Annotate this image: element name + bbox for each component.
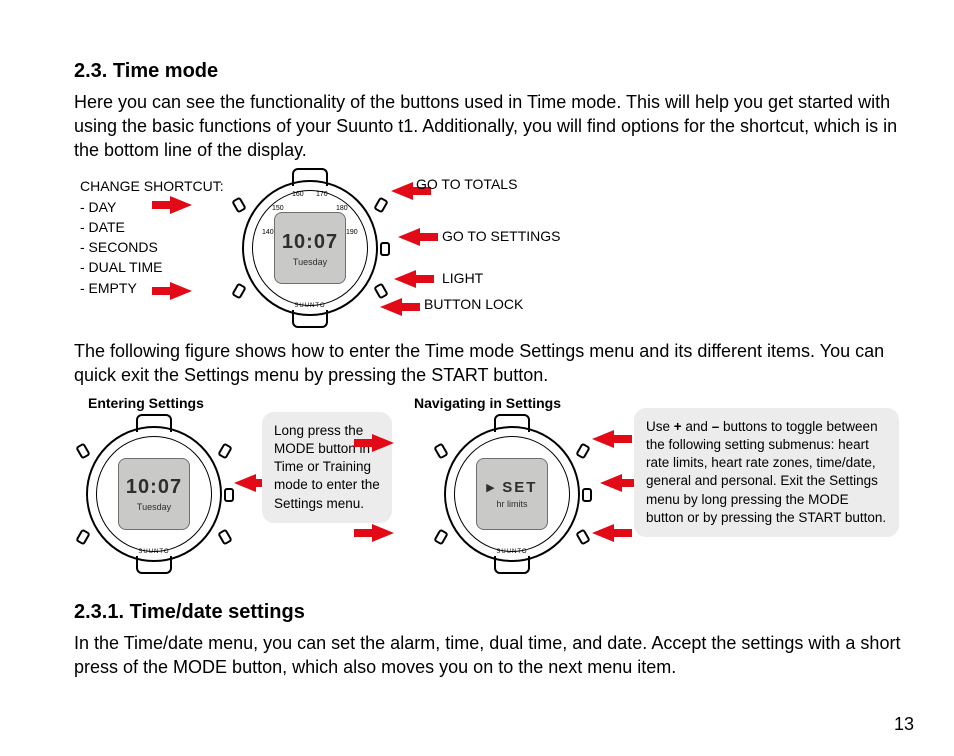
section-para-time-mode: Here you can see the functionality of th… <box>74 91 914 162</box>
watch-subtext: Tuesday <box>137 501 171 513</box>
watch-subtext: hr limits <box>497 498 528 510</box>
column-title-entering: Entering Settings <box>88 394 204 413</box>
section-title-time-date: 2.3.1. Time/date settings <box>74 599 914 626</box>
speech-bubble-entering: Long press the MODE button in Time or Tr… <box>262 412 392 523</box>
watch-illustration: 140 150 160 170 180 190 10:07 Tuesday SU… <box>230 168 390 328</box>
watch-illustration: 10:07 Tuesday SUUNTO <box>74 414 234 574</box>
watch-subtext: Tuesday <box>293 256 327 268</box>
watch-brand: SUUNTO <box>74 548 234 556</box>
watch-illustration: ▸ SET hr limits SUUNTO <box>432 414 592 574</box>
section-title-time-mode: 2.3. Time mode <box>74 58 914 85</box>
watch-face: 10:07 Tuesday <box>118 458 190 530</box>
page-number: 13 <box>894 712 914 736</box>
watch-brand: SUUNTO <box>432 548 592 556</box>
button-label-totals: GO TO TOTALS <box>416 176 517 193</box>
button-label-light: LIGHT <box>442 270 483 287</box>
shortcut-item: - DATE <box>80 217 224 237</box>
watch-time: 10:07 <box>282 229 338 256</box>
shortcut-header: CHANGE SHORTCUT: <box>80 176 224 196</box>
watch-time: 10:07 <box>126 474 182 501</box>
mid-paragraph: The following figure shows how to enter … <box>74 340 914 388</box>
shortcut-item: - SECONDS <box>80 237 224 257</box>
shortcut-list: CHANGE SHORTCUT: - DAY - DATE - SECONDS … <box>80 176 224 298</box>
speech-bubble-navigating: Use + and – buttons to toggle between th… <box>634 408 899 537</box>
watch-set-text: ▸ SET <box>487 478 538 498</box>
figure-settings-nav: Entering Settings Navigating in Settings… <box>74 394 914 589</box>
watch-brand: SUUNTO <box>230 302 390 310</box>
watch-face: ▸ SET hr limits <box>476 458 548 530</box>
button-label-lock: BUTTON LOCK <box>424 296 523 313</box>
section-para-time-date: In the Time/date menu, you can set the a… <box>74 632 914 680</box>
shortcut-item: - DUAL TIME <box>80 257 224 277</box>
watch-face: 10:07 Tuesday <box>274 212 346 284</box>
column-title-navigating: Navigating in Settings <box>414 394 561 413</box>
figure-time-mode-buttons: CHANGE SHORTCUT: - DAY - DATE - SECONDS … <box>74 168 914 338</box>
button-label-settings: GO TO SETTINGS <box>442 228 561 245</box>
